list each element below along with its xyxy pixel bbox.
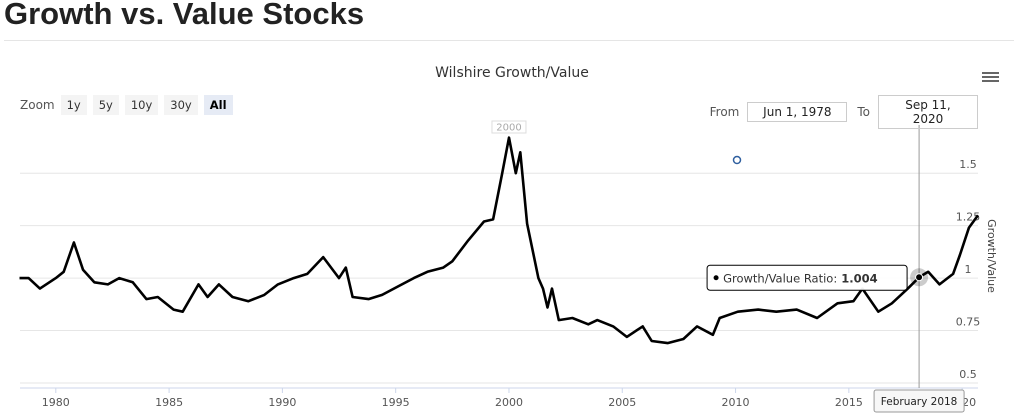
from-label: From (709, 105, 740, 119)
zoom-button[interactable]: 30y (164, 95, 198, 115)
y-tick-label: 0.75 (956, 316, 981, 329)
date-label: February 2018 (881, 396, 958, 408)
hover-point (915, 273, 924, 282)
page-title: Growth vs. Value Stocks (4, 0, 365, 31)
zoom-button[interactable]: 5y (92, 95, 119, 115)
range-selector: From Jun 1, 1978 To Sep 11, 2020 (710, 95, 978, 129)
x-tick-label: 1990 (268, 396, 296, 409)
tooltip-box (706, 264, 908, 291)
chart-title: Wilshire Growth/Value (435, 65, 589, 81)
x-tick-label: 1985 (155, 396, 183, 409)
zoom-button[interactable]: 10y (124, 95, 159, 115)
tooltip-text: Growth/Value Ratio: 1.004 (723, 271, 878, 285)
y-tick-label: 1 (965, 263, 972, 276)
zoom-label: Zoom (20, 98, 55, 112)
zoom-button[interactable]: 1y (60, 95, 87, 115)
date-label-box (873, 389, 965, 413)
menu-icon[interactable] (982, 72, 999, 82)
from-input[interactable]: Jun 1, 1978 (747, 102, 848, 122)
to-input[interactable]: Sep 11, 2020 (878, 95, 978, 129)
y-axis-label: Growth/Value (985, 219, 998, 293)
marker (732, 155, 742, 165)
divider (4, 40, 1014, 41)
tooltip-label: Growth/Value Ratio: (723, 271, 837, 285)
to-label: To (857, 105, 870, 119)
x-tick-label: 1995 (382, 396, 410, 409)
zoom-toolbar: Zoom 1y 5y 10y 30y All (20, 95, 233, 115)
x-tick-label: 2000 (495, 396, 523, 409)
y-tick-label: 1.5 (959, 158, 977, 171)
annotation: 2000 (496, 123, 521, 134)
tooltip-bullet (713, 275, 719, 281)
x-tick-label: 1980 (42, 396, 70, 409)
series-line (19, 136, 980, 345)
zoom-button[interactable]: All (203, 95, 233, 115)
tooltip-value: 1.004 (841, 271, 877, 285)
annotation-box (491, 120, 527, 134)
x-tick-label: 2010 (722, 396, 750, 409)
y-tick-label: 0.5 (959, 368, 977, 381)
x-tick-label: 2015 (835, 396, 863, 409)
x-tick-label: 2005 (608, 396, 636, 409)
